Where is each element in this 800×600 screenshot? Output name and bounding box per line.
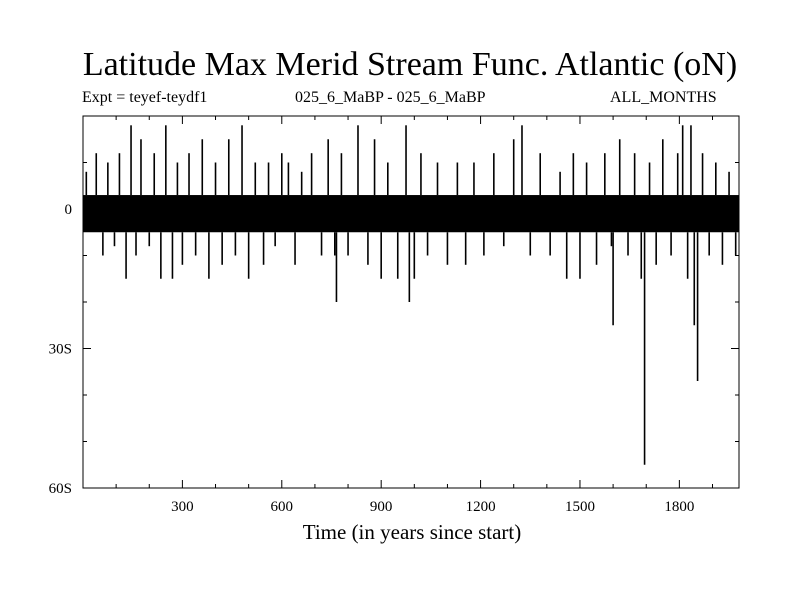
period-label: 025_6_MaBP - 025_6_MaBP bbox=[295, 89, 486, 106]
x-tick-label: 900 bbox=[370, 499, 393, 515]
data-band-group bbox=[83, 195, 739, 233]
x-tick-label: 1200 bbox=[466, 499, 496, 515]
y-tick-label: 60S bbox=[49, 481, 72, 497]
chart-title: Latitude Max Merid Stream Func. Atlantic… bbox=[82, 46, 738, 83]
months-label: ALL_MONTHS bbox=[610, 89, 717, 106]
x-tick-label: 1500 bbox=[565, 499, 595, 515]
x-tick-label: 600 bbox=[271, 499, 294, 515]
data-spike-group bbox=[85, 125, 737, 465]
plot-frame bbox=[82, 115, 740, 489]
tick-group bbox=[83, 116, 739, 488]
x-axis-label: Time (in years since start) bbox=[302, 520, 522, 544]
y-tick-label: 0 bbox=[65, 202, 73, 218]
x-tick-label: 1800 bbox=[664, 499, 694, 515]
tick-label-group: 300 600 900 1200 1500 1800 0 30S 60S bbox=[49, 202, 695, 515]
x-tick-label: 300 bbox=[171, 499, 194, 515]
y-tick-label: 30S bbox=[49, 342, 72, 358]
experiment-label: Expt = teyef-teydf1 bbox=[82, 89, 208, 106]
data-band bbox=[83, 195, 739, 233]
